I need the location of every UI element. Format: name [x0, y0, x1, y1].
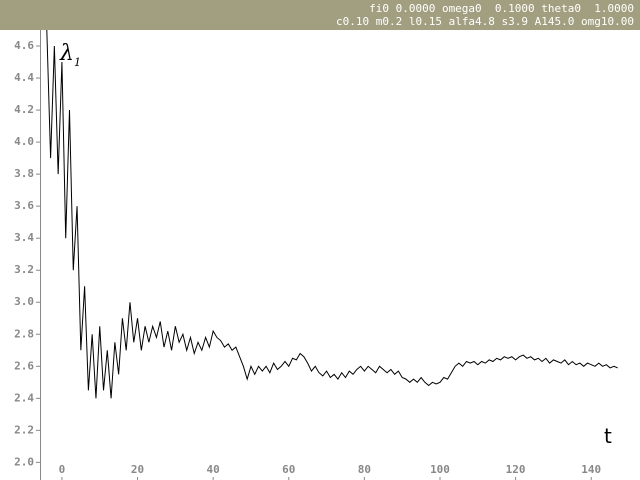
y-tick-label: 3.4: [14, 231, 34, 244]
x-tick-label: 140: [581, 463, 601, 476]
y-tick-label: 4.2: [14, 103, 34, 116]
y-tick-label: 4.6: [14, 39, 34, 52]
x-axis-label: t: [604, 424, 612, 448]
data-line: [46, 30, 618, 399]
y-tick-label: 4.0: [14, 135, 34, 148]
x-tick-label: 100: [430, 463, 450, 476]
y-tick-label: 3.0: [14, 295, 34, 308]
y-tick-label: 2.2: [14, 423, 34, 436]
x-tick-label: 120: [506, 463, 526, 476]
x-tick-label: 60: [282, 463, 295, 476]
y-tick-label: 4.4: [14, 71, 34, 84]
header-line: fi0 0.0000 omega0 0.1000 theta0 1.0000: [369, 2, 634, 15]
y-tick-label: 2.0: [14, 455, 34, 468]
y-tick-label: 2.6: [14, 359, 34, 372]
y-tick-label: 2.4: [14, 391, 34, 404]
y-tick-label: 3.6: [14, 199, 34, 212]
header-line: c0.10 m0.2 l0.15 alfa4.8 s3.9 A145.0 omg…: [336, 15, 634, 28]
header-bar: [0, 0, 640, 30]
x-tick-label: 0: [59, 463, 66, 476]
y-tick-label: 3.8: [14, 167, 34, 180]
y-tick-label: 3.2: [14, 263, 34, 276]
x-tick-label: 20: [131, 463, 144, 476]
y-tick-label: 2.8: [14, 327, 34, 340]
y-axis-label: λ1: [59, 41, 81, 69]
x-tick-label: 40: [207, 463, 220, 476]
x-tick-label: 80: [358, 463, 371, 476]
